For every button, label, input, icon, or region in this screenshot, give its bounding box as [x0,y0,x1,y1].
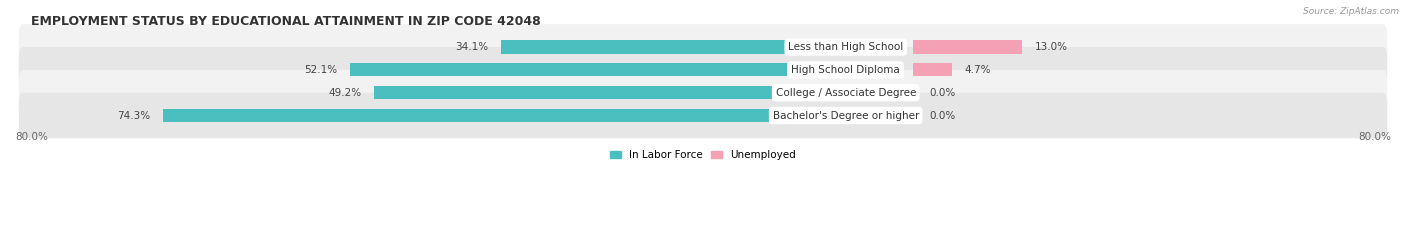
FancyBboxPatch shape [18,70,1388,116]
Text: Source: ZipAtlas.com: Source: ZipAtlas.com [1303,7,1399,16]
Bar [501,40,787,54]
Text: 4.7%: 4.7% [965,65,991,75]
Text: EMPLOYMENT STATUS BY EDUCATIONAL ATTAINMENT IN ZIP CODE 42048: EMPLOYMENT STATUS BY EDUCATIONAL ATTAINM… [31,15,541,28]
Text: College / Associate Degree: College / Associate Degree [776,88,915,98]
Text: 74.3%: 74.3% [118,110,150,120]
Text: High School Diploma: High School Diploma [792,65,900,75]
Legend: In Labor Force, Unemployed: In Labor Force, Unemployed [606,146,800,164]
Text: 34.1%: 34.1% [456,42,488,52]
FancyBboxPatch shape [18,24,1388,70]
Text: Less than High School: Less than High School [789,42,903,52]
Text: Bachelor's Degree or higher: Bachelor's Degree or higher [772,110,920,120]
Text: 49.2%: 49.2% [328,88,361,98]
Text: 0.0%: 0.0% [929,110,956,120]
Bar [912,40,1022,54]
Bar [912,63,952,76]
Text: 52.1%: 52.1% [304,65,337,75]
Text: 13.0%: 13.0% [1035,42,1067,52]
Bar [163,109,787,122]
FancyBboxPatch shape [18,93,1388,138]
Bar [350,63,787,76]
Text: 0.0%: 0.0% [929,88,956,98]
FancyBboxPatch shape [18,47,1388,93]
Bar [374,86,787,99]
